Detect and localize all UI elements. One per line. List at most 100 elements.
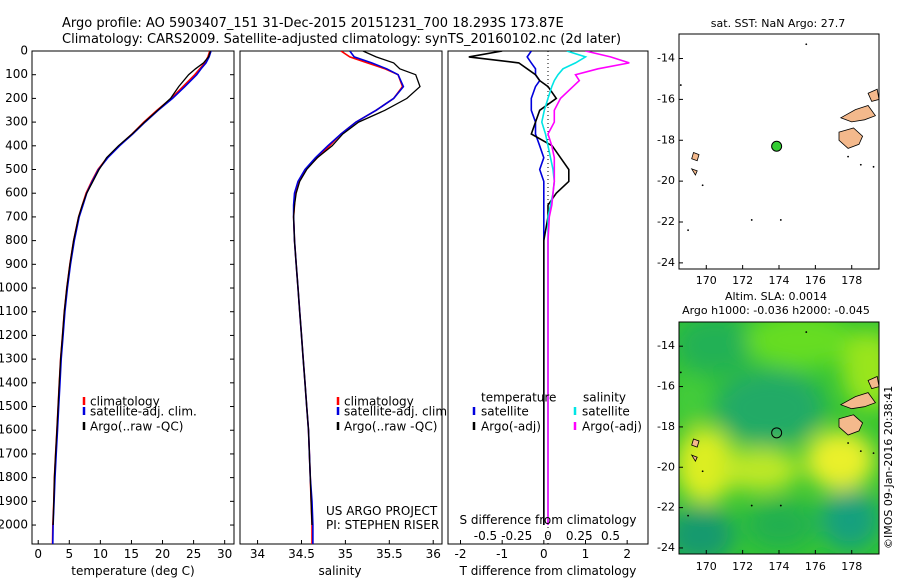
s-diff-tick-label: -0.5 — [474, 529, 497, 543]
sla-blob — [745, 500, 815, 550]
legend-header-temperature: temperature — [481, 391, 556, 405]
legend-satellite: satellite-adj. clim. — [344, 405, 451, 419]
depth-tick-label: 1800 — [0, 470, 28, 484]
reef-dot — [872, 452, 875, 455]
map-x-tick-label: 176 — [805, 274, 826, 287]
sst-map: sat. SST: NaN Argo: 27.7 170 172 174 176 178… — [657, 17, 880, 287]
reef-dot — [679, 371, 682, 374]
depth-tick-label: 0 — [20, 44, 28, 58]
series-line-temperature-argo-adj- — [468, 51, 570, 525]
sla-blob — [745, 322, 855, 368]
depth-tick-label: 1600 — [0, 423, 28, 437]
reef-dot — [859, 450, 862, 453]
sla-blob — [715, 370, 825, 446]
reef-dot — [750, 219, 753, 221]
map-y-tick-label: -14 — [657, 52, 675, 65]
salinity-legend: climatology satellite-adj. clim. Argo(..… — [336, 395, 451, 434]
depth-tick-label: 1400 — [0, 375, 28, 389]
depth-tick-label: 500 — [5, 162, 28, 176]
legend-climatology: climatology — [90, 395, 160, 409]
s-diff-tick-label: 0 — [544, 529, 552, 543]
map-x-tick-label: 170 — [696, 560, 717, 573]
map-x-tick-label: 178 — [841, 274, 862, 287]
x-tick-label: 20 — [155, 547, 170, 561]
s-diff-tick-label: -0.25 — [501, 529, 532, 543]
sst-coastline — [679, 43, 880, 232]
map-y-tick-label: -18 — [657, 133, 675, 146]
map-x-tick-label: 174 — [769, 560, 790, 573]
x-tick-label: 34.5 — [288, 547, 315, 561]
island-outline — [691, 438, 700, 448]
legend-t-argo: Argo(-adj) — [481, 420, 541, 434]
island-outline — [690, 168, 698, 176]
series-line-argo-raw-qc- — [292, 51, 421, 526]
legend-t-satellite: satellite — [481, 405, 529, 419]
depth-tick-label: 1500 — [0, 399, 28, 413]
temperature-panel: 0100200300400500600700800900100011001200… — [0, 44, 648, 578]
sla-blob — [820, 490, 879, 550]
reef-dot — [805, 43, 808, 46]
difference-lines — [468, 51, 630, 525]
map-y-tick-label: -14 — [657, 339, 675, 352]
temperature-x-ticks: 0 5 10 15 20 25 30 — [34, 540, 232, 561]
map-y-tick-label: -24 — [657, 541, 675, 554]
reef-dot — [805, 331, 808, 333]
sla-blob — [720, 448, 800, 492]
salinity-panel: 34 34.5 35 35.5 36 salinity climatology sate… — [239, 50, 451, 578]
reef-dot — [872, 165, 875, 168]
island-outline — [838, 127, 864, 149]
sst-map-axes — [678, 33, 880, 270]
island-outline — [691, 151, 700, 162]
island-outline — [690, 454, 698, 463]
sla-blob — [842, 330, 879, 410]
depth-tick-label: 800 — [5, 233, 28, 247]
map-y-tick-label: -16 — [657, 380, 675, 393]
reef-dot — [701, 470, 704, 473]
x-tick-label: 35.5 — [376, 547, 403, 561]
salinity-axes — [239, 50, 443, 545]
depth-tick-label: 200 — [5, 91, 28, 105]
map-y-tick-label: -22 — [657, 215, 675, 228]
map-x-tick-label: 174 — [769, 274, 790, 287]
reef-dot — [679, 84, 682, 86]
credit-line1: US ARGO PROJECT — [326, 504, 438, 518]
map-y-tick-label: -22 — [657, 501, 675, 514]
x-tick-label: 30 — [217, 547, 232, 561]
reef-dot — [687, 514, 689, 517]
x-tick-label: 2 — [623, 547, 631, 561]
reef-dot — [779, 504, 782, 507]
sla-coastline — [679, 331, 880, 517]
sla-heatmap — [679, 322, 879, 554]
salinity-x-ticks: 34 34.5 35 35.5 36 — [250, 540, 441, 561]
difference-panel: -2 -1 0 1 2 -0.5 -0.25 0 0.25 0.5 S difference f… — [447, 50, 649, 578]
legend-s-satellite: satellite — [582, 405, 630, 419]
series-line-argo-raw-qc- — [52, 51, 212, 526]
map-y-tick-label: -20 — [657, 460, 675, 473]
sla-map-subtitle: Argo h1000: -0.036 h2000: -0.045 — [682, 304, 870, 317]
t-difference-label: T difference from climatology — [459, 564, 637, 578]
depth-tick-label: 300 — [5, 115, 28, 129]
depth-tick-label: 1100 — [0, 304, 28, 318]
depth-tick-label: 400 — [5, 138, 28, 152]
salinity-lines — [292, 51, 421, 544]
map-y-tick-label: -24 — [657, 256, 675, 269]
x-tick-label: 0 — [34, 547, 42, 561]
reef-dot — [779, 219, 782, 221]
x-tick-label: 10 — [93, 547, 108, 561]
depth-tick-label: 600 — [5, 186, 28, 200]
island-outline — [839, 105, 877, 123]
legend-header-salinity: salinity — [583, 391, 626, 405]
sla-map-ticks: 170 172 174 176 178 -14 -16 -18 -20 -22 -24 — [657, 339, 862, 573]
x-tick-label: 5 — [65, 547, 73, 561]
x-tick-label: 34 — [250, 547, 265, 561]
sst-map-ticks: 170 172 174 176 178 -14 -16 -18 -20 -22 -24 — [657, 52, 862, 287]
sla-map: Altim. SLA: 0.0014 Argo h1000: -0.036 h2… — [657, 290, 880, 573]
temperature-lines — [51, 51, 212, 544]
timestamp: ©IMOS 09-Jan-2016 20:38:41 — [882, 386, 895, 549]
sla-blob — [679, 375, 710, 425]
x-tick-label: 15 — [124, 547, 139, 561]
temperature-legend: climatology satellite-adj. clim. Argo(..… — [82, 395, 197, 434]
depth-tick-label: 900 — [5, 257, 28, 271]
depth-tick-label: 1900 — [0, 494, 28, 508]
credit-line2: PI: STEPHEN RISER — [326, 518, 439, 532]
